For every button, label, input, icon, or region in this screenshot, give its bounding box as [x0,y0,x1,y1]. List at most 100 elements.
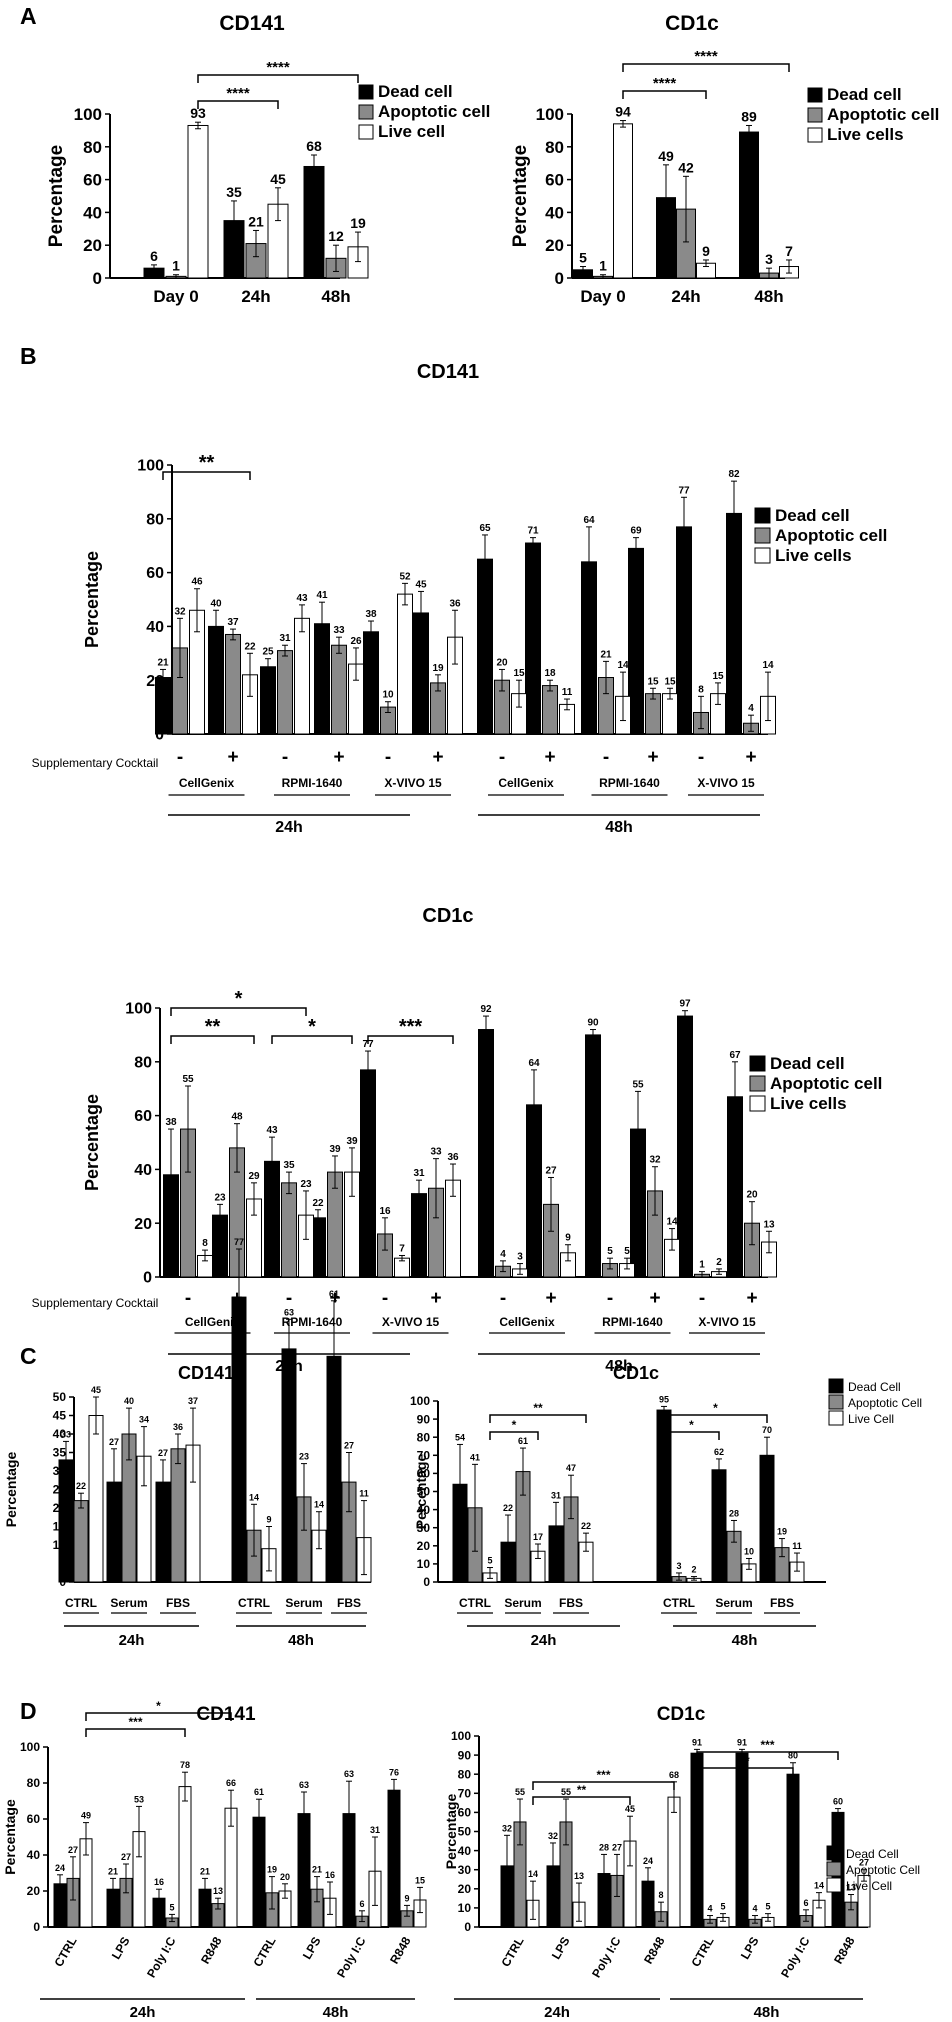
legend-label: Live cell [378,122,445,141]
data-label: 61 [254,1787,264,1797]
x-tick-label: Poly I:C [144,1934,179,1980]
legend-swatch [828,1410,844,1426]
data-label: 31 [370,1825,380,1835]
data-label: 10 [744,1546,754,1556]
significance-bracket [197,74,359,83]
significance-bracket [663,1414,768,1423]
significance-bracket [532,1781,675,1790]
timepoint-label: 48h [323,2004,349,2021]
y-tick-label: 10 [417,1557,431,1571]
legend-swatch [754,507,771,524]
x-tick-label: R848 [387,1934,414,1966]
data-label: 23 [300,1179,312,1190]
significance-bracket [367,1035,454,1044]
data-label: 5 [487,1556,492,1566]
significance-stars: * [689,1418,694,1432]
y-tick-label: 100 [137,458,164,475]
chart-C2: CD1cPercentage01020304050607080901005422… [410,1363,922,1649]
minus-sign: - [382,1288,388,1309]
media-label: X-VIVO 15 [384,776,442,790]
legend-swatch [807,107,823,123]
timepoint-label: 48h [605,1358,633,1375]
x-tick-label: FBS [559,1596,583,1610]
y-tick-label: 0 [423,1575,430,1589]
y-tick-label: 10 [458,1901,472,1915]
data-label: 68 [669,1770,679,1780]
x-tick-label: R848 [641,1934,668,1966]
plus-sign: + [647,747,658,768]
media-label: X-VIVO 15 [698,1315,756,1329]
legend-swatch [358,84,374,100]
significance-stars: **** [694,48,718,65]
significance-stars: **** [653,75,677,92]
data-label: 6 [803,1898,808,1908]
data-label: 34 [139,1415,149,1425]
data-label: 64 [528,1058,540,1069]
data-label: 14 [528,1869,538,1879]
data-label: 71 [527,526,539,537]
data-label: 65 [479,523,491,534]
panel-label: B [20,343,37,369]
data-label: 1 [172,258,180,274]
significance-bracket [170,1007,307,1016]
x-tick-label: Poly I:C [778,1934,813,1980]
data-label: 91 [692,1737,702,1747]
plus-sign: + [333,747,344,768]
chart-B1: CD141 Percentage 0 20 40 60 80 100 21 40 25 41 38 45 6… [32,361,888,836]
minus-sign: - [185,1288,191,1309]
bar-dead-cell [281,1348,297,1583]
data-label: 14 [314,1500,324,1510]
data-label: 19 [350,215,366,231]
bar-apoptotic-cell [73,1500,89,1583]
data-label: 32 [548,1831,558,1841]
legend-swatch [749,1095,766,1112]
data-label: 70 [762,1425,772,1435]
data-label: 21 [200,1866,210,1876]
x-tick-label: 48h [321,287,350,306]
data-label: 42 [678,159,694,175]
timepoint-label: 24h [275,819,303,836]
data-label: 36 [449,598,461,609]
significance-bracket [622,63,790,72]
chart-A1: CD141 Percentage 0 20 40 60 80 100 6 35 68 1 21 12 93 4… [46,12,490,306]
data-label: 21 [108,1866,118,1876]
data-label: 5 [607,1246,613,1257]
x-tick-label: LPS [300,1935,324,1962]
significance-stars: ** [533,1401,543,1415]
significance-stars: ** [205,1016,221,1038]
legend-label: Live Cell [848,1412,894,1426]
bar-apoptotic-cell [170,1448,186,1583]
legend-swatch [754,547,771,564]
data-label: 2 [716,1257,722,1268]
legend-label: Apoptotic cell [770,1074,882,1093]
y-tick-label: 80 [417,1430,431,1444]
data-label: 27 [545,1165,557,1176]
data-label: 23 [214,1192,226,1203]
data-label: 1 [599,258,607,274]
bar-apoptotic-cell [277,650,293,735]
data-label: 16 [379,1206,391,1217]
data-label: 19 [432,663,444,674]
bar-live-cell [187,124,209,279]
data-label: 94 [615,104,631,120]
plus-sign: + [544,747,555,768]
chart-title: CD141 [219,12,285,35]
y-tick-label: 50 [458,1825,472,1839]
data-label: 7 [785,243,793,259]
timepoint-label: 48h [605,819,633,836]
data-label: 26 [350,636,362,647]
y-axis-label: Percentage [46,145,67,247]
significance-bracket [489,1414,587,1423]
y-tick-label: 90 [458,1748,472,1762]
y-tick-label: 40 [27,1848,41,1862]
data-label: 11 [359,1489,369,1499]
significance-stars: *** [596,1768,610,1782]
y-tick-label: 60 [458,1806,472,1820]
y-axis-label: Percentage [413,1454,429,1530]
y-tick-label: 0 [464,1920,471,1934]
minus-sign: - [607,1288,613,1309]
data-label: 13 [763,1219,775,1230]
y-tick-label: 60 [417,1467,431,1481]
x-tick-label: 48h [754,287,783,306]
